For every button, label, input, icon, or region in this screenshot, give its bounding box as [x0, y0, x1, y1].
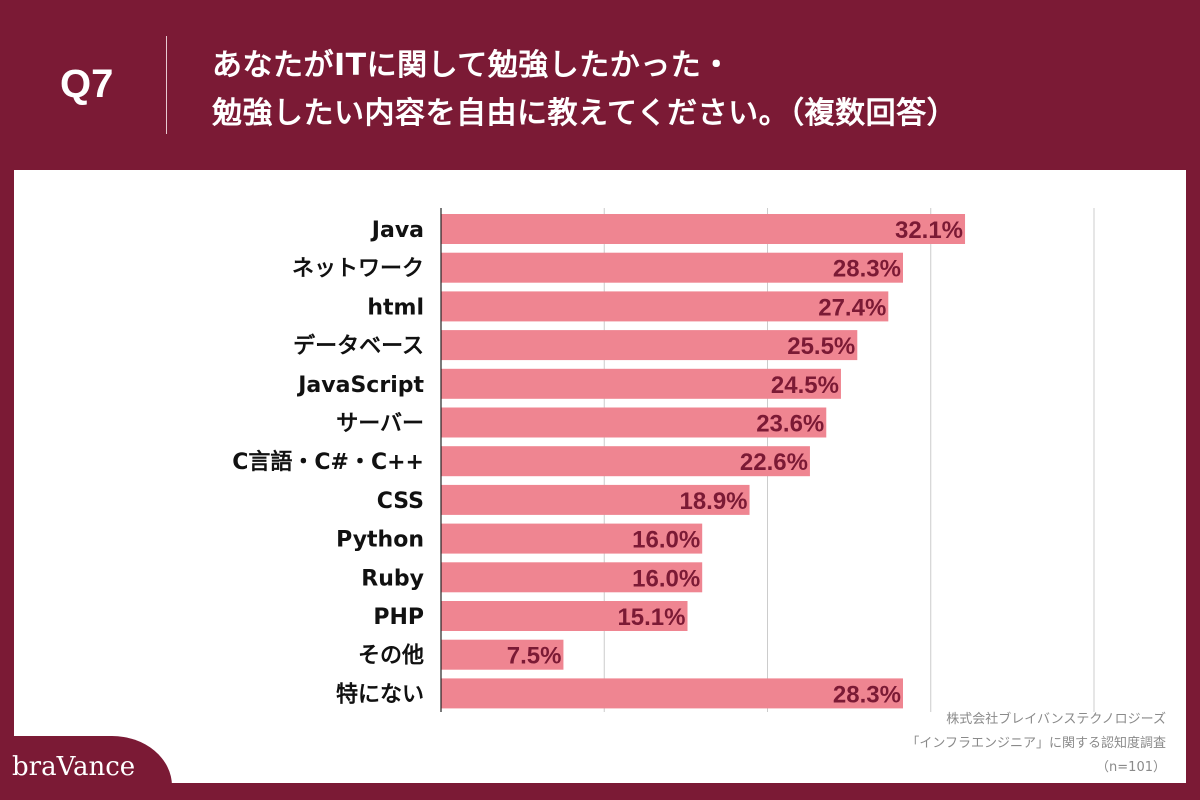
category-label: サーバー [336, 412, 424, 437]
bar [441, 252, 903, 283]
title-line-1: あなたがITに関して勉強したかった・ [212, 48, 732, 83]
bar [441, 407, 827, 438]
data-label: 24.5% [771, 372, 839, 399]
source-note: 株式会社ブレイバンステクノロジーズ 「インフラエンジニア」に関する認知度調査 （… [906, 708, 1166, 780]
source-company: 株式会社ブレイバンステクノロジーズ [946, 712, 1166, 727]
data-label: 25.5% [787, 333, 855, 360]
title-line-2: 勉強したい内容を自由に教えてください。（複数回答） [212, 96, 958, 131]
data-label: 15.1% [617, 604, 685, 631]
category-label: ネットワーク [292, 257, 424, 282]
category-label: JavaScript [296, 373, 424, 398]
category-label: PHP [373, 605, 424, 630]
category-label: 特にない [336, 681, 424, 707]
header-divider [166, 36, 167, 134]
data-label: 23.6% [756, 411, 824, 438]
category-label: C言語・C#・C++ [232, 449, 424, 475]
data-label: 16.0% [632, 527, 700, 554]
category-label: データベース [293, 333, 424, 359]
bar [441, 484, 750, 515]
question-number: Q7 [60, 62, 114, 106]
category-label: その他 [358, 644, 424, 669]
category-label: Python [336, 528, 424, 553]
bar [441, 562, 703, 593]
chart-title: あなたがITに関して勉強したかった・ 勉強したい内容を自由に教えてください。（複… [212, 42, 957, 138]
bar [441, 678, 903, 709]
data-label: 7.5% [507, 643, 562, 670]
bar [441, 446, 810, 477]
source-sample-size: （n=101） [1096, 760, 1166, 775]
data-label: 28.3% [833, 256, 901, 283]
data-label: 28.3% [833, 681, 901, 708]
data-label: 18.9% [679, 488, 747, 515]
data-label: 22.6% [740, 449, 808, 476]
category-label: html [367, 295, 424, 320]
bar [441, 639, 564, 670]
logo-tab [0, 736, 172, 800]
bravance-logo: braVance [12, 752, 136, 782]
data-label: 16.0% [632, 565, 700, 592]
bar [441, 523, 703, 554]
bar [441, 214, 966, 244]
category-label: CSS [377, 489, 424, 514]
bar [441, 601, 688, 631]
data-label: 32.1% [895, 217, 963, 244]
data-label: 27.4% [818, 294, 886, 321]
category-label: Java [370, 218, 424, 243]
source-survey: 「インフラエンジニア」に関する認知度調査 [906, 736, 1166, 751]
category-label: Ruby [361, 566, 424, 591]
bar [441, 291, 889, 322]
bar [441, 330, 858, 361]
bar [441, 368, 841, 399]
